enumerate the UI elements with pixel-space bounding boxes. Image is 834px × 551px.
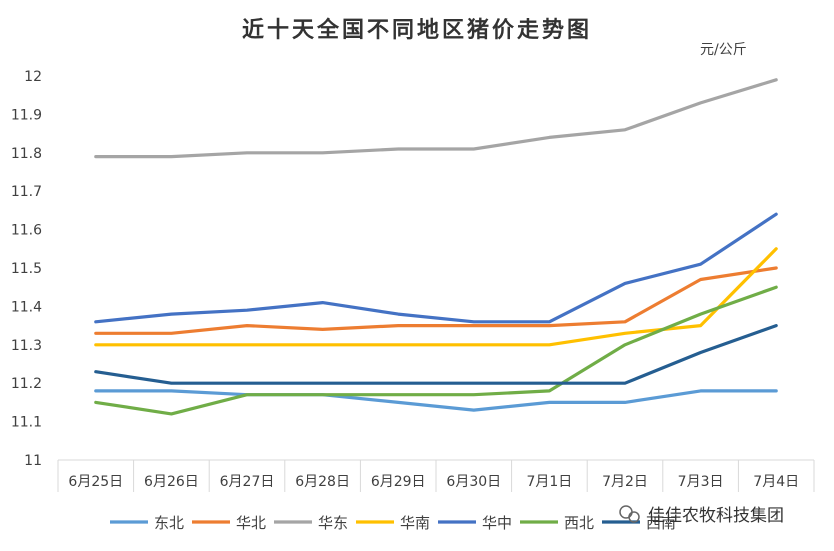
legend-label: 东北	[154, 514, 184, 532]
legend-label: 华北	[236, 514, 266, 532]
x-tick-label: 6月25日	[68, 474, 123, 490]
x-tick-label: 6月27日	[220, 474, 275, 490]
x-tick-label: 6月26日	[144, 474, 199, 490]
series-line-西南	[94, 324, 778, 385]
y-tick-label: 11	[24, 453, 42, 469]
series-lines	[94, 78, 778, 416]
x-tick-label: 7月2日	[602, 474, 648, 490]
x-tick-label: 7月4日	[753, 474, 799, 490]
x-tick-label: 6月29日	[371, 474, 426, 490]
legend-label: 华中	[482, 514, 512, 532]
y-tick-label: 11.3	[11, 338, 42, 354]
series-line-东北	[94, 389, 778, 412]
legend: 东北 华北 华东 华南 华中 西北 西南	[110, 514, 676, 532]
series-line-华中	[94, 212, 778, 324]
y-tick-label: 11.2	[11, 376, 42, 392]
y-tick-label: 11.6	[11, 223, 42, 239]
x-tick-label: 6月28日	[295, 474, 350, 490]
legend-label: 华东	[318, 514, 348, 532]
y-tick-label: 11.8	[11, 146, 42, 162]
x-tick-label: 6月30日	[446, 474, 501, 490]
watermark-text: 佳佳农牧科技集团	[648, 506, 784, 526]
axes: 11 11.1 11.2 11.3 11.4 11.5 11.6 11.7 11.8 11.9 12…	[11, 69, 815, 492]
series-line-西北	[94, 285, 778, 416]
series-line-华东	[94, 78, 778, 159]
wechat-icon	[619, 505, 640, 523]
chart-title: 近十天全国不同地区猪价走势图	[242, 17, 592, 43]
x-tick-label: 7月3日	[678, 474, 724, 490]
watermark: 佳佳农牧科技集团	[619, 505, 784, 526]
legend-label: 西北	[564, 514, 594, 532]
y-tick-label: 11.4	[11, 299, 42, 315]
y-tick-label: 11.7	[11, 184, 42, 200]
unit-label: 元/公斤	[700, 42, 747, 58]
series-line-华北	[94, 266, 778, 335]
x-tick-label: 7月1日	[526, 474, 572, 490]
y-tick-label: 11.5	[11, 261, 42, 277]
legend-label: 西南	[646, 514, 676, 532]
y-tick-label: 11.9	[11, 107, 42, 123]
y-tick-label: 12	[24, 69, 42, 85]
legend-label: 华南	[400, 514, 430, 532]
y-tick-label: 11.1	[11, 415, 42, 431]
